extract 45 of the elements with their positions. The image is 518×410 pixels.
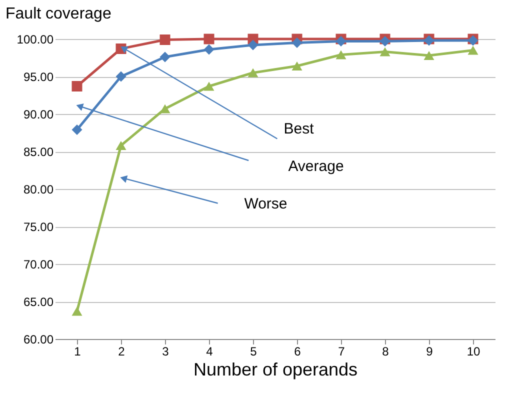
y-tick-label: 85.00 (23, 145, 54, 159)
y-tick-label: 90.00 (23, 108, 54, 122)
y-tick-label: 100.00 (16, 32, 54, 46)
point (380, 47, 390, 56)
point (380, 36, 390, 46)
point (468, 46, 478, 55)
x-tick-label: 2 (118, 344, 126, 358)
point (204, 44, 214, 55)
x-tick-label: 6 (294, 344, 302, 358)
x-tick-label: 3 (162, 344, 170, 358)
point (336, 36, 346, 46)
point (160, 34, 170, 45)
annotation: Worse (244, 195, 288, 212)
x-tick-label: 1 (74, 344, 82, 358)
point (204, 82, 214, 91)
y-tick-label: 95.00 (23, 70, 54, 84)
x-axis-title: Number of operands (193, 360, 358, 380)
point (72, 81, 82, 92)
point (160, 104, 170, 114)
point (292, 38, 302, 48)
y-tick-label: 80.00 (23, 182, 54, 196)
point (292, 61, 302, 71)
x-tick-label: 10 (466, 344, 480, 358)
x-tick-label: 4 (206, 344, 214, 358)
y-tick-label: 60.00 (23, 332, 54, 346)
x-tick-label: 5 (250, 344, 258, 358)
point (336, 50, 346, 60)
x-tick-label: 7 (338, 344, 346, 358)
point (160, 52, 170, 62)
point (116, 71, 126, 82)
y-tick-label: 70.00 (23, 258, 54, 272)
y-tick-label: 75.00 (23, 220, 54, 234)
point (72, 306, 82, 316)
point (248, 40, 258, 50)
y-axis-title: Fault coverage (6, 6, 112, 22)
point (204, 34, 214, 44)
point (248, 68, 258, 78)
annotation: Average (288, 158, 344, 175)
y-tick-label: 65.00 (23, 295, 54, 309)
x-tick-label: 9 (426, 344, 434, 358)
point (424, 50, 434, 60)
point (116, 140, 126, 150)
x-tick-label: 8 (382, 344, 390, 358)
point (72, 124, 82, 135)
annotation: Best (284, 120, 315, 138)
